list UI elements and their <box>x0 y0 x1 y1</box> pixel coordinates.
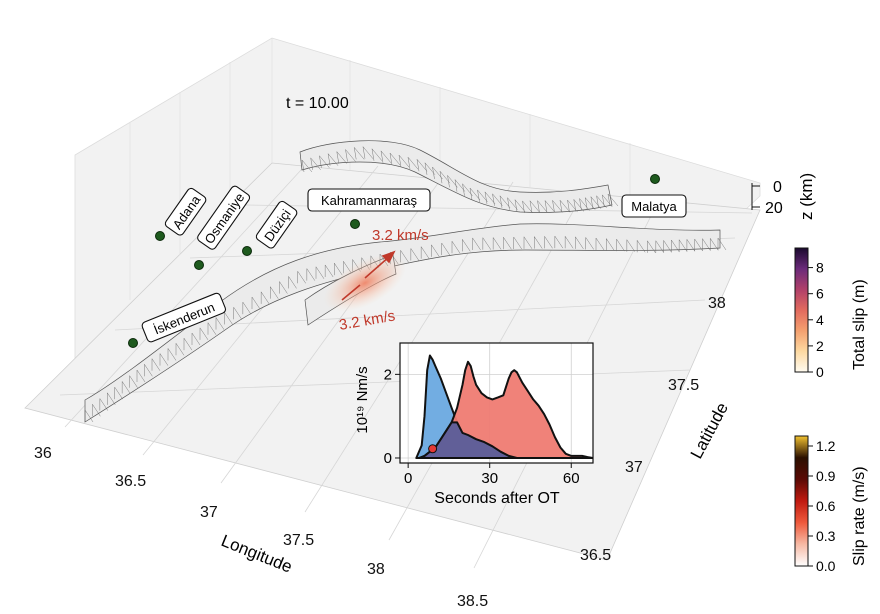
inset-x-label: Seconds after OT <box>434 490 560 507</box>
colorbar-tick: 0.6 <box>816 498 836 514</box>
city-marker-osmaniye <box>194 260 204 270</box>
city-marker-duzici <box>242 246 252 256</box>
rupture-speed-label-north: 3.2 km/s <box>372 227 429 244</box>
colorbar-tick: 8 <box>816 260 824 276</box>
depth-axis <box>751 183 760 210</box>
lat-tick: 37 <box>625 459 643 476</box>
inset-current-time-marker <box>428 444 438 454</box>
colorbar-tick: 0.0 <box>816 558 836 574</box>
colorbar-tick: 4 <box>816 312 824 328</box>
lat-tick: 36.5 <box>580 547 611 564</box>
northern-fault-segment <box>299 140 613 213</box>
city-label-kahramanmaras: Kahramanmaraş <box>321 193 418 208</box>
lat-tick: 38 <box>708 295 726 312</box>
depth-axis-label: z (km) <box>797 173 816 220</box>
lon-tick: 38 <box>367 561 385 578</box>
lon-tick: 37 <box>200 504 218 521</box>
city-label-malatya: Malatya <box>631 199 677 214</box>
city-marker-malatya <box>650 174 660 184</box>
lon-tick: 38.5 <box>457 593 488 610</box>
inset-frame <box>399 342 594 464</box>
inset-y-label: 10¹⁹ Nm/s <box>354 366 371 433</box>
depth-tick: 0 <box>773 179 782 196</box>
inset-x-tick: 60 <box>563 470 580 487</box>
lat-tick: 37.5 <box>668 377 699 394</box>
city-marker-iskenderun <box>128 338 138 348</box>
colorbar-tick: 0.3 <box>816 528 836 544</box>
mesh-triangulation <box>84 146 727 423</box>
colorbar-tick: 2 <box>816 338 824 354</box>
lon-tick: 36 <box>34 445 52 462</box>
colorbar-slip-rate: 0.0 0.3 0.6 0.9 1.2 Slip rate (m/s) <box>794 435 868 574</box>
city-marker-adana <box>155 231 165 241</box>
colorbar-slip-label: Total slip (m) <box>851 279 868 370</box>
moment-rate-inset: 0 30 60 0 2 Seconds after OT 10¹⁹ Nm/s <box>354 342 594 507</box>
lon-tick: 36.5 <box>115 473 146 490</box>
longitude-tick-labels: 36 36.5 37 37.5 38 38.5 <box>34 445 488 610</box>
colorbar-tick: 1.2 <box>816 438 836 454</box>
colorbar-tick: 6 <box>816 286 824 302</box>
depth-tick: 20 <box>765 200 783 217</box>
colorbar-tick: 0 <box>816 364 824 380</box>
inset-y-tick: 0 <box>384 450 392 467</box>
inset-x-tick: 0 <box>404 470 412 487</box>
latitude-axis-label: Latitude <box>687 400 732 462</box>
colorbar-rate-label: Slip rate (m/s) <box>851 466 868 566</box>
city-markers <box>128 174 660 348</box>
time-label: t = 10.00 <box>286 95 349 112</box>
colorbar-tick: 0.9 <box>816 468 836 484</box>
rupture-arrows <box>341 250 396 301</box>
inset-y-tick: 2 <box>384 366 392 383</box>
colorbar-total-slip: 0 2 4 6 8 Total slip (m) <box>794 247 868 380</box>
inset-x-tick: 30 <box>481 470 498 487</box>
latitude-tick-labels: 36.5 37 37.5 38 <box>580 295 726 564</box>
lon-tick: 37.5 <box>283 532 314 549</box>
city-marker-kahramanmaras <box>350 219 360 229</box>
